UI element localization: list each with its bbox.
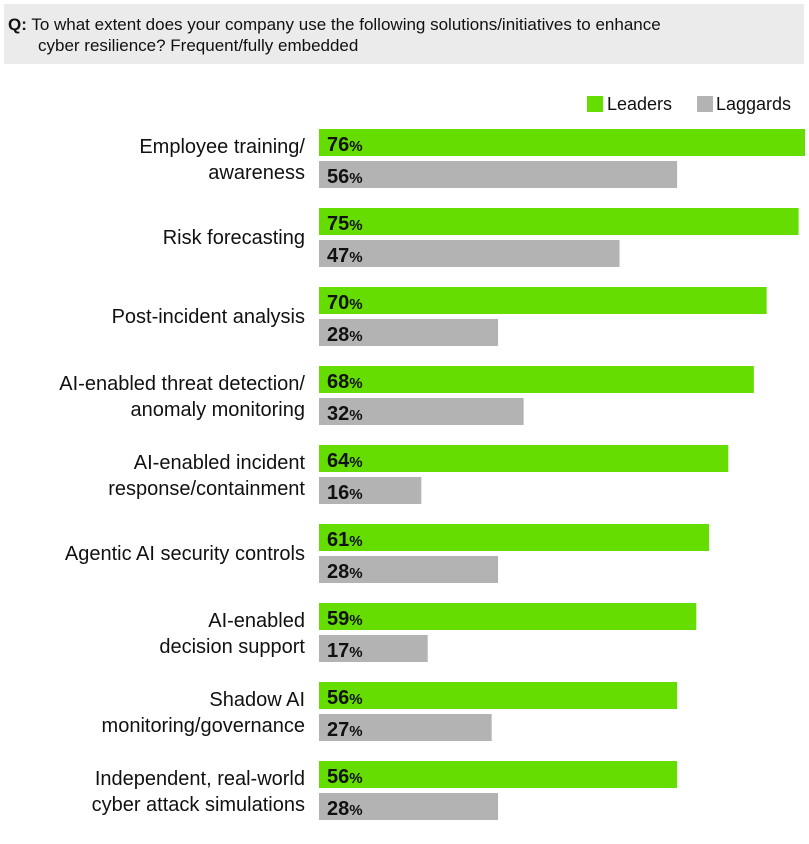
category-label: Shadow AI monitoring/governance xyxy=(102,689,305,737)
bar-leaders xyxy=(319,129,805,156)
data-label-laggards: 28% xyxy=(327,798,363,820)
data-label-laggards: 32% xyxy=(327,403,363,425)
category-label: Risk forecasting xyxy=(163,227,305,249)
bar-laggards xyxy=(319,398,524,425)
data-label-laggards: 16% xyxy=(327,482,363,504)
data-label-laggards: 17% xyxy=(327,640,363,662)
data-label-leaders: 56% xyxy=(327,687,363,709)
data-label-laggards: 47% xyxy=(327,245,363,267)
bar-laggards xyxy=(319,714,492,741)
bar-leaders xyxy=(319,366,754,393)
bar-laggards xyxy=(319,556,499,583)
category-label: AI-enabled decision support xyxy=(159,610,305,658)
bar-leaders xyxy=(319,682,678,709)
data-label-leaders: 70% xyxy=(327,292,363,314)
data-label-laggards: 28% xyxy=(327,324,363,346)
data-label-leaders: 61% xyxy=(327,529,363,551)
data-label-laggards: 56% xyxy=(327,166,363,188)
legend-swatch-leaders xyxy=(587,96,603,112)
bar-leaders xyxy=(319,287,767,314)
question-prefix: Q: xyxy=(8,15,27,34)
bar-laggards xyxy=(319,319,499,346)
category-label: Independent, real-world cyber attack simu… xyxy=(92,768,305,816)
data-label-leaders: 59% xyxy=(327,608,363,630)
bar-laggards xyxy=(319,477,422,504)
category-label: Agentic AI security controls xyxy=(65,543,305,565)
category-label: Employee training/awareness xyxy=(139,136,305,184)
question-text-line2: cyber resilience? Frequent/fully embedde… xyxy=(38,36,359,55)
legend-label-leaders: Leaders xyxy=(607,94,672,114)
data-label-laggards: 27% xyxy=(327,719,363,741)
data-label-leaders: 75% xyxy=(327,213,363,235)
data-label-leaders: 76% xyxy=(327,134,363,156)
data-label-leaders: 68% xyxy=(327,371,363,393)
question-box: Q: To what extent does your company use … xyxy=(4,4,804,64)
bar-laggards xyxy=(319,793,499,820)
data-label-leaders: 64% xyxy=(327,450,363,472)
category-label: AI-enabled incident response/containment xyxy=(108,452,305,500)
data-label-leaders: 56% xyxy=(327,766,363,788)
bar-leaders xyxy=(319,524,710,551)
bar-leaders xyxy=(319,761,678,788)
category-label: AI-enabled threat detection/anomaly moni… xyxy=(59,373,305,421)
data-label-laggards: 28% xyxy=(327,561,363,583)
category-label: Post-incident analysis xyxy=(112,306,305,328)
bar-laggards xyxy=(319,635,428,662)
bar-laggards xyxy=(319,240,620,267)
bar-leaders xyxy=(319,445,729,472)
bar-leaders xyxy=(319,208,799,235)
question-text-line1: To what extent does your company use the… xyxy=(31,15,661,34)
legend-swatch-laggards xyxy=(697,96,713,112)
legend-label-laggards: Laggards xyxy=(716,94,791,114)
bar-laggards xyxy=(319,161,678,188)
bar-leaders xyxy=(319,603,697,630)
